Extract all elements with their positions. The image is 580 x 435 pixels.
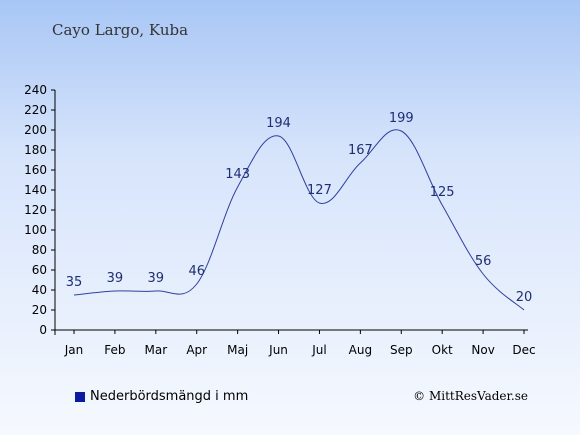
data-label: 46	[188, 264, 205, 279]
x-tick-label: Nov	[471, 343, 494, 357]
legend: Nederbördsmängd i mm	[75, 389, 248, 404]
legend-label: Nederbördsmängd i mm	[90, 389, 249, 404]
data-label: 143	[225, 167, 250, 182]
y-tick-label: 60	[32, 263, 47, 277]
y-tick-label: 0	[39, 323, 47, 337]
y-tick-label: 140	[24, 183, 47, 197]
location-title: Cayo Largo, Kuba	[52, 21, 189, 39]
x-tick-label: Apr	[186, 343, 207, 357]
data-label: 127	[307, 183, 332, 198]
x-tick-label: Jan	[64, 343, 84, 357]
x-tick-label: Jul	[311, 343, 326, 357]
site-credit: © MittResVader.se	[413, 389, 528, 403]
x-tick-label: Mar	[144, 343, 167, 357]
data-label: 125	[430, 185, 455, 200]
data-label: 194	[266, 116, 291, 131]
y-tick-label: 40	[32, 283, 47, 297]
precipitation-line	[73, 129, 525, 311]
axes	[54, 90, 528, 335]
y-tick-label: 100	[24, 223, 47, 237]
y-tick-label: 200	[24, 123, 47, 137]
data-label: 56	[475, 254, 492, 269]
data-label: 39	[107, 271, 124, 286]
data-label: 199	[389, 111, 414, 126]
y-tick-label: 120	[24, 203, 47, 217]
y-tick-label: 80	[32, 243, 47, 257]
x-tick-label: Maj	[227, 343, 248, 357]
y-axis-ticks: 0 20 40 60 80 100 120 140 160 180 200 220 240	[24, 83, 55, 337]
y-tick-label: 240	[24, 83, 47, 97]
data-label: 39	[148, 271, 165, 286]
data-label: 20	[516, 290, 533, 305]
y-tick-label: 220	[24, 103, 47, 117]
x-axis-ticks: Jan Feb Mar Apr Maj Jun Jul Aug Sep Okt Nov Dec	[64, 330, 536, 357]
x-tick-label: Dec	[512, 343, 535, 357]
data-labels: 35 39 39 46 143 194 127 167 199 125 56 20	[66, 111, 533, 305]
x-tick-label: Sep	[390, 343, 413, 357]
x-tick-label: Feb	[104, 343, 125, 357]
y-tick-label: 180	[24, 143, 47, 157]
x-tick-label: Jun	[268, 343, 288, 357]
legend-swatch	[75, 391, 85, 402]
x-tick-label: Okt	[432, 343, 453, 357]
data-label: 35	[66, 275, 83, 290]
data-label: 167	[348, 143, 373, 158]
y-tick-label: 20	[32, 303, 47, 317]
y-tick-label: 160	[24, 163, 47, 177]
x-tick-label: Aug	[349, 343, 372, 357]
